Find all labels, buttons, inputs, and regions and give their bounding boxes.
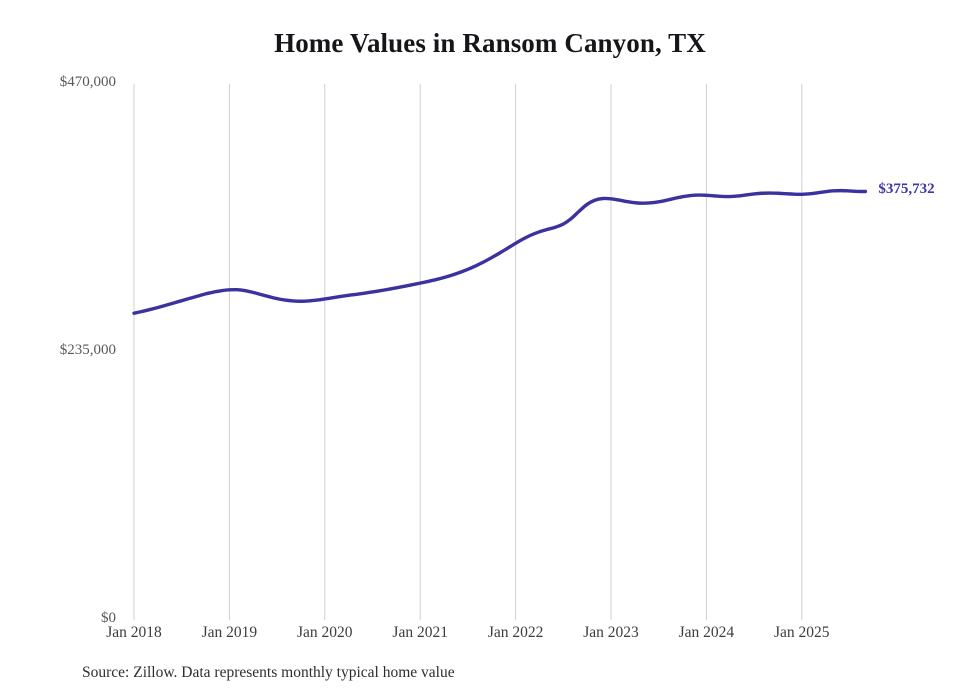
x-tick-label: Jan 2018 [106, 624, 162, 641]
x-tick-label: Jan 2024 [678, 624, 735, 641]
source-note: Source: Zillow. Data represents monthly … [82, 664, 455, 681]
x-tick-label: Jan 2023 [583, 624, 639, 641]
x-tick-label: Jan 2020 [297, 624, 353, 641]
x-tick-label: Jan 2025 [774, 624, 830, 641]
x-tick-label: Jan 2019 [201, 624, 258, 641]
x-tick-label: Jan 2022 [487, 624, 544, 641]
gridlines [133, 84, 803, 620]
x-tick-label: Jan 2021 [392, 624, 448, 641]
chart-title: Home Values in Ransom Canyon, TX [274, 28, 706, 58]
y-tick-label: $235,000 [59, 342, 116, 358]
y-tick-label: $470,000 [59, 74, 116, 90]
y-tick-label: $0 [101, 610, 116, 626]
home-value-series-line [132, 188, 868, 315]
end-value-annotation: $375,732 [878, 180, 935, 197]
